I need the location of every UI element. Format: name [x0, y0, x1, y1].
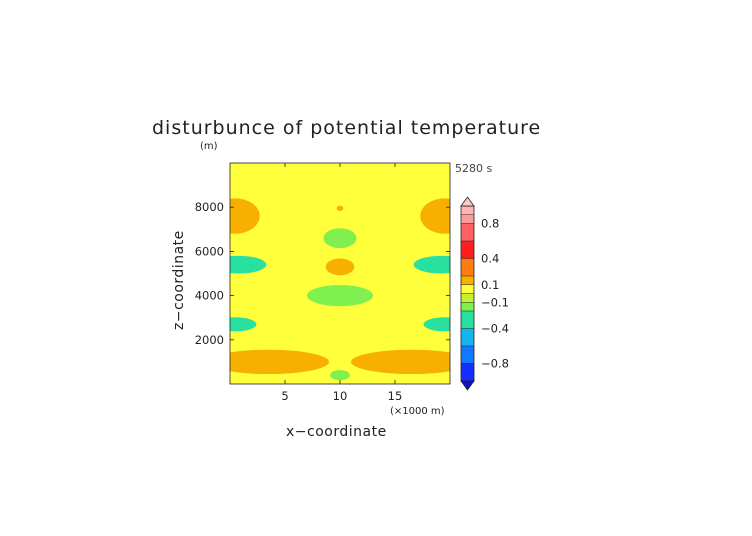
colorbar-tick-label: −0.1: [481, 295, 509, 309]
colorbar-tick-label: −0.8: [481, 357, 509, 371]
contour-region: [330, 370, 350, 381]
x-unit-label: (×1000 m): [390, 406, 445, 417]
colorbar-swatch: [461, 241, 474, 259]
x-tick-label: 10: [333, 389, 348, 403]
time-label: 5280 s: [455, 162, 492, 175]
colorbar-tick-label: 0.8: [481, 217, 499, 231]
contour-region: [423, 317, 450, 332]
contour-region: [230, 255, 267, 274]
contour-region: [325, 258, 355, 276]
contour-region: [351, 349, 450, 375]
colorbar-over-arrow: [460, 196, 475, 207]
axis-ticks: 5 10 15 2000 4000 6000 8000: [195, 163, 450, 403]
y-tick-label: 4000: [195, 289, 224, 303]
contour-region: [413, 255, 450, 274]
contour-region: [230, 349, 329, 375]
colorbar-swatch: [461, 206, 474, 215]
colorbar-swatch: [461, 214, 474, 224]
y-tick-label: 8000: [195, 200, 224, 214]
y-tick-label: 6000: [195, 244, 224, 258]
colorbar-swatch: [461, 223, 474, 241]
colorbar-swatch: [461, 302, 474, 311]
colorbar: 0.8 0.4 0.1 −0.1 −0.4 −0.8: [460, 196, 509, 391]
chart-title: disturbunce of potential temperature: [152, 117, 541, 139]
colorbar-tick-label: −0.4: [481, 322, 509, 336]
contour-region: [230, 198, 260, 234]
contour-region: [336, 205, 344, 211]
colorbar-swatch: [461, 258, 474, 276]
plot-area: [229, 162, 451, 385]
y-axis-label: z−coordinate: [171, 230, 187, 330]
colorbar-swatch: [461, 284, 474, 294]
x-tick-label: 5: [281, 389, 288, 403]
colorbar-under-arrow: [460, 380, 475, 391]
colorbar-tick-label: 0.4: [481, 252, 499, 266]
contour-regions: [230, 198, 450, 381]
x-axis-label: x−coordinate: [286, 424, 387, 440]
contour-region: [307, 284, 373, 307]
colorbar-swatch: [461, 328, 474, 346]
colorbar-swatch: [461, 346, 474, 364]
colorbar-swatch: [461, 363, 474, 381]
colorbar-tick-label: 0.1: [481, 278, 499, 292]
colorbar-swatch: [461, 293, 474, 303]
contour-region: [230, 317, 257, 332]
contour-region: [420, 198, 450, 234]
y-tick-label: 2000: [195, 333, 224, 347]
contour-region: [323, 228, 357, 249]
colorbar-swatch: [461, 311, 474, 329]
colorbar-swatch: [461, 276, 474, 285]
y-unit-label: (m): [200, 141, 218, 152]
x-tick-label: 15: [388, 389, 403, 403]
